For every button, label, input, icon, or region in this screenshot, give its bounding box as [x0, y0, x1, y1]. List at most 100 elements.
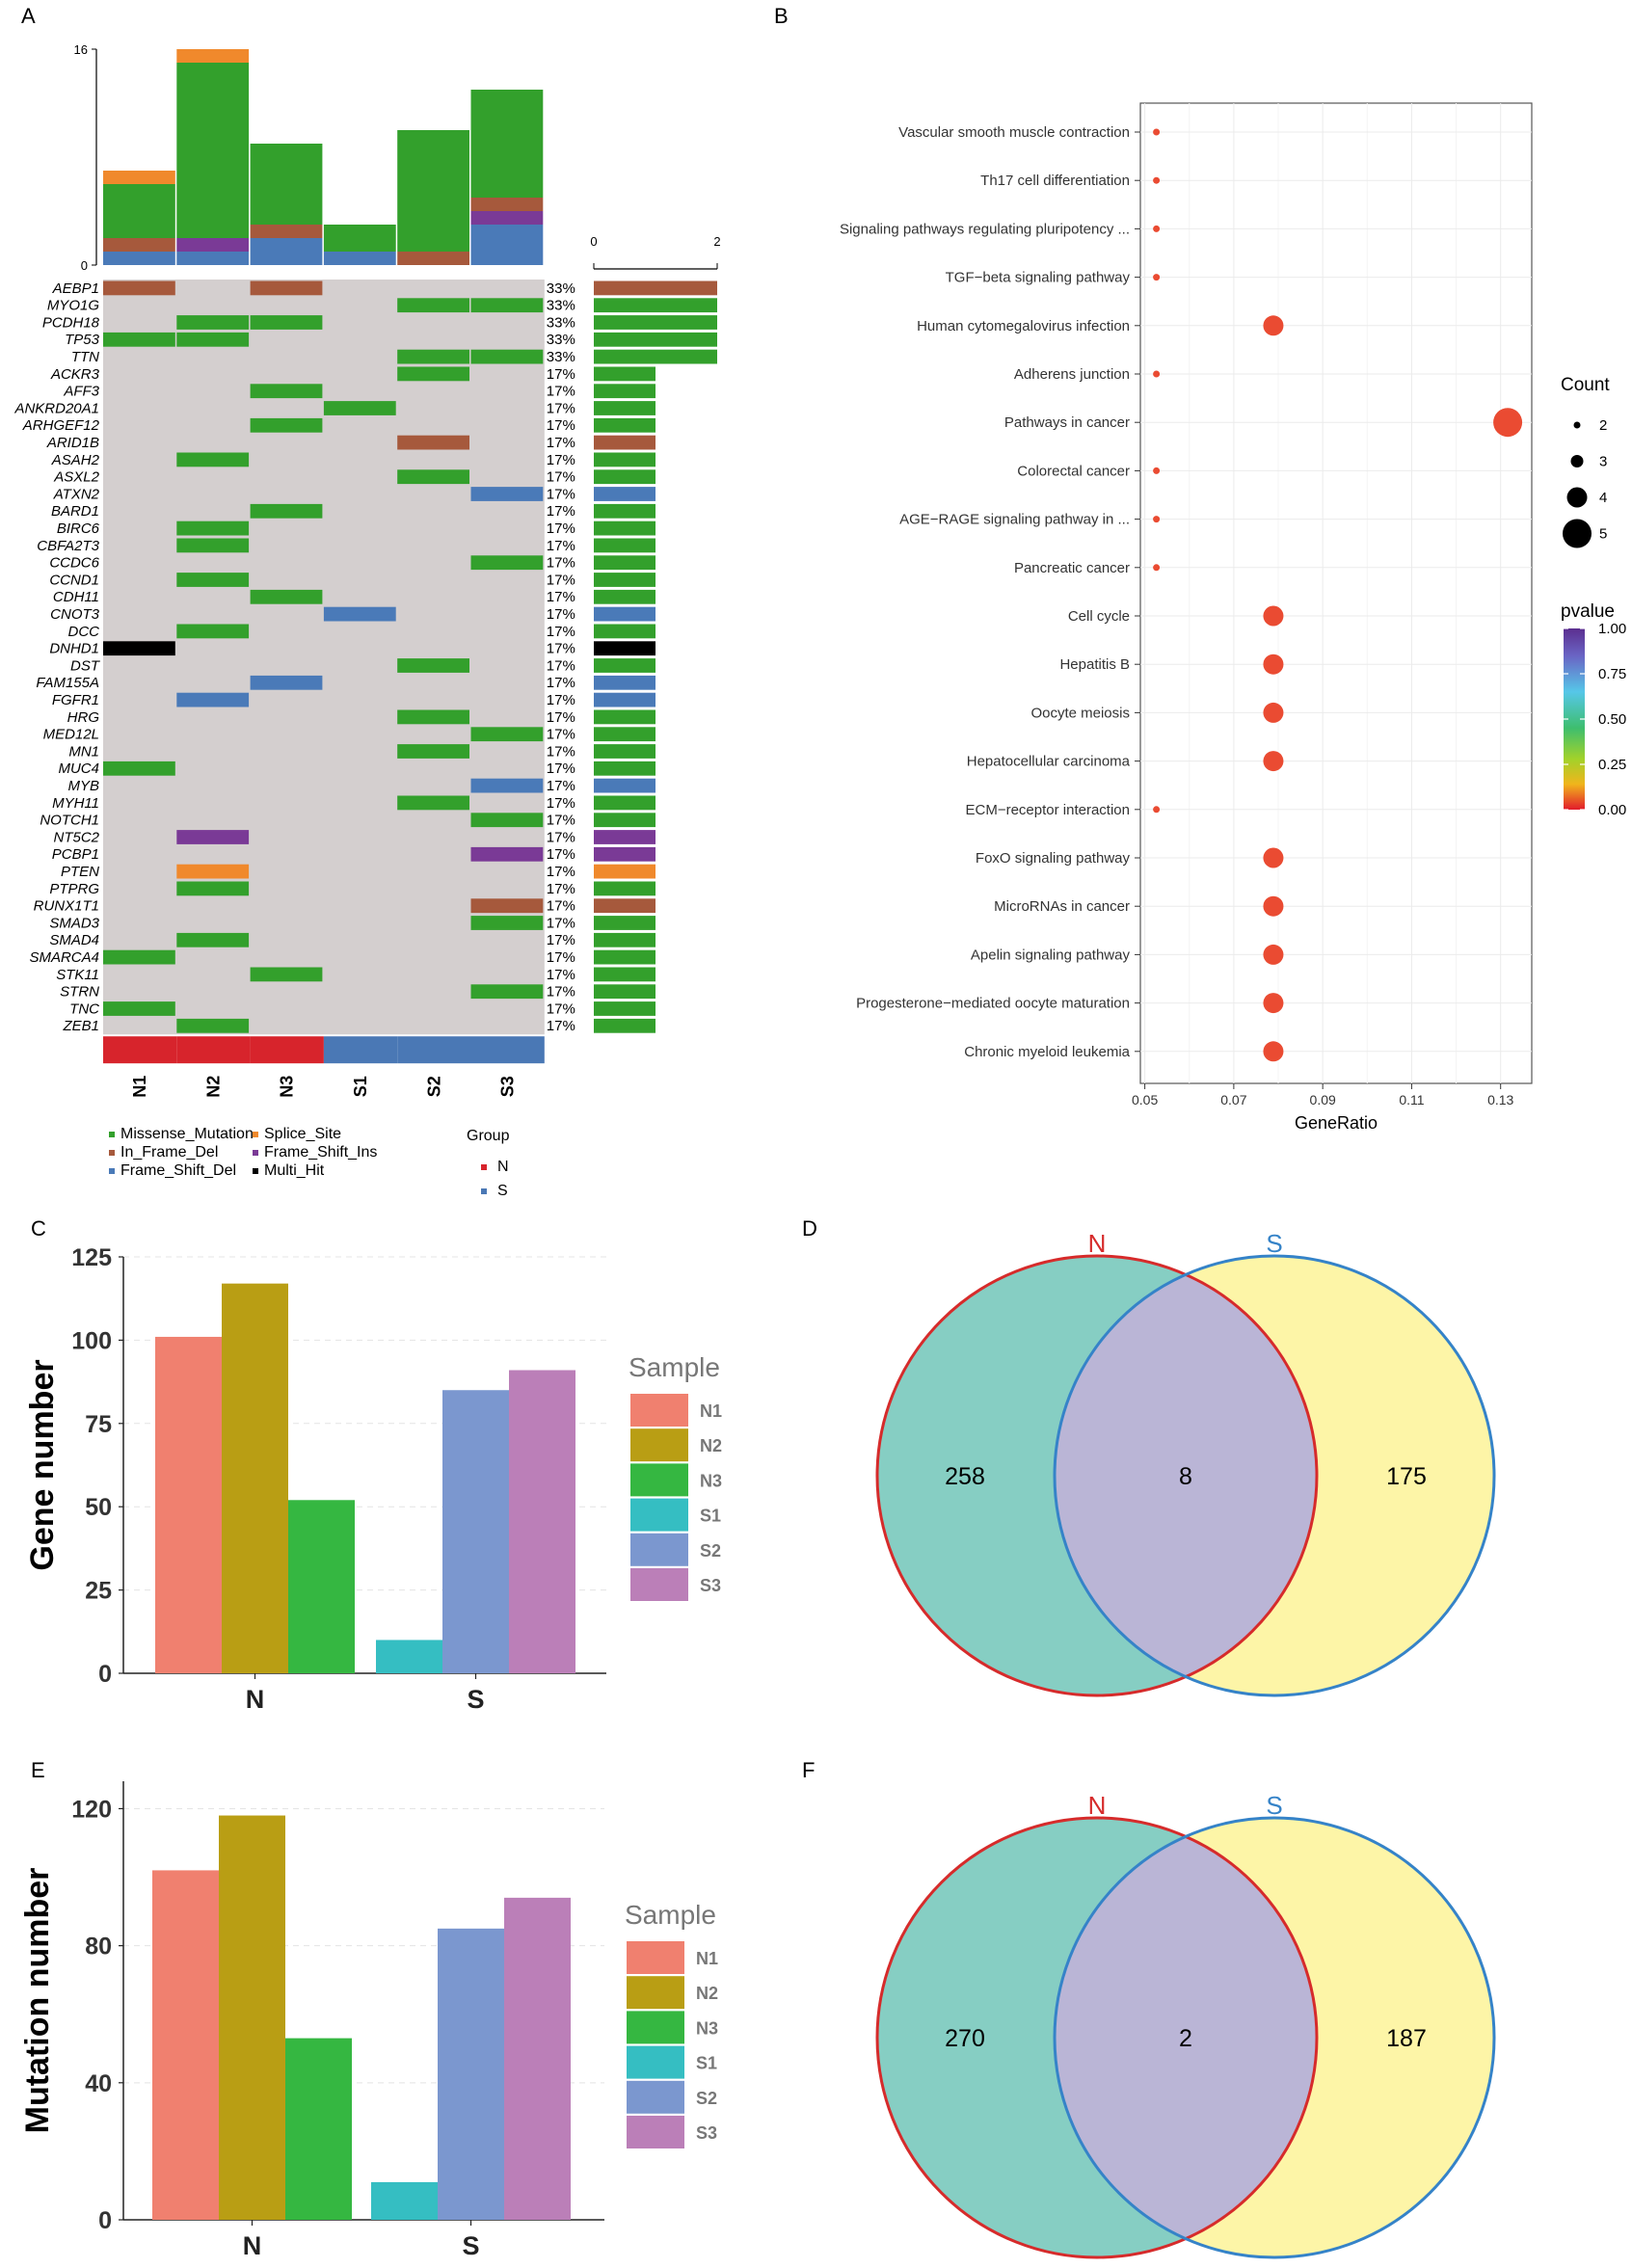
side-axis-label: 2: [713, 234, 720, 249]
legend-swatch-n3: [627, 2011, 684, 2044]
mutation-cell: [176, 315, 250, 330]
venn-circle-s-outline: [1053, 1816, 1496, 2259]
x-tick-label: 0.13: [1487, 1092, 1513, 1107]
legend-swatch-s1: [630, 1498, 688, 1532]
tmb-axis-label: 16: [74, 42, 88, 57]
gene-percent-label: 17%: [547, 813, 575, 829]
enrichment-point: [1153, 564, 1161, 572]
gene-frequency-bar: [594, 538, 655, 553]
legend-label: S2: [696, 2089, 717, 2108]
gene-percent-label: 17%: [547, 538, 575, 554]
venn-count-overlap: 8: [1179, 1463, 1192, 1490]
gene-label: FAM155A: [36, 675, 99, 691]
tmb-bar-segment: [470, 198, 544, 211]
sample-label: N1: [130, 1076, 149, 1098]
group-annotation-cell: [323, 1036, 398, 1064]
gene-percent-label: 17%: [547, 486, 575, 502]
panel-label-e: E: [31, 1758, 45, 1782]
gene-percent-label: 17%: [547, 949, 575, 966]
term-label: Oocyte meiosis: [1030, 705, 1130, 721]
term-label: Human cytomegalovirus infection: [917, 318, 1130, 334]
bar-s2: [442, 1390, 509, 1673]
gene-label: ATXN2: [53, 486, 100, 502]
tmb-axis-label: 0: [81, 258, 88, 273]
bar-s3: [509, 1370, 575, 1673]
gene-label: PTEN: [61, 864, 99, 880]
gene-label: SMAD3: [49, 915, 99, 931]
gene-percent-label: 17%: [547, 503, 575, 520]
mutation-cell: [470, 349, 544, 364]
term-label: TGF−beta signaling pathway: [946, 270, 1131, 286]
y-tick-label: 120: [71, 1796, 112, 1823]
colorbar-label: 1.00: [1598, 621, 1626, 637]
gene-percent-label: 17%: [547, 898, 575, 915]
gene-percent-label: 17%: [547, 520, 575, 537]
gene-frequency-bar: [594, 503, 655, 519]
bar-n1: [152, 1870, 219, 2220]
legend-swatch-s2: [627, 2080, 684, 2114]
legend-swatch-s3: [627, 2116, 684, 2148]
legend-label: N1: [696, 1949, 718, 1968]
term-label: Vascular smooth muscle contraction: [898, 124, 1130, 141]
mutation-cell: [397, 435, 469, 450]
mutation-cell: [103, 332, 175, 347]
gene-label: DST: [70, 657, 101, 674]
gene-frequency-bar: [594, 573, 655, 587]
legend-swatch-s1: [627, 2045, 684, 2079]
enrichment-point: [1263, 702, 1284, 723]
term-label: Pancreatic cancer: [1014, 560, 1130, 576]
gene-percent-label: 17%: [547, 743, 575, 760]
bar-s2: [438, 1928, 504, 2220]
tmb-bar-segment: [176, 238, 250, 252]
venn-circle-n-outline: [875, 1816, 1319, 2259]
colorbar-label: 0.50: [1598, 711, 1626, 728]
gene-label: DCC: [68, 624, 100, 640]
enrichment-point: [1153, 225, 1161, 232]
mutation-cell: [250, 280, 323, 296]
y-tick-label: 75: [85, 1411, 112, 1438]
legend-swatch: [481, 1164, 487, 1170]
legend-title: Sample: [629, 1352, 720, 1382]
plot-frame: [1139, 102, 1533, 1084]
gene-percent-label: 17%: [547, 657, 575, 674]
gene-frequency-bar: [594, 830, 655, 844]
enrichment-point: [1263, 315, 1284, 336]
legend-label: S: [497, 1183, 508, 1199]
mutation-cell: [323, 606, 396, 622]
gene-label: AEBP1: [52, 280, 99, 297]
gene-percent-label: 33%: [547, 314, 575, 331]
sample-label: S1: [351, 1076, 370, 1097]
panel-label-b: B: [774, 4, 789, 28]
legend-label: Multi_Hit: [264, 1162, 325, 1179]
size-legend-title: Count: [1561, 375, 1610, 395]
size-legend-label: 2: [1599, 417, 1607, 434]
gene-percent-label: 17%: [547, 366, 575, 383]
gene-percent-label: 17%: [547, 606, 575, 623]
enrichment-point: [1153, 516, 1161, 523]
enrichment-point: [1263, 944, 1284, 965]
gene-label: TTN: [71, 349, 99, 365]
gene-percent-label: 17%: [547, 846, 575, 863]
gene-label: BIRC6: [57, 520, 100, 537]
group-annotation-cell: [103, 1036, 177, 1064]
mutation-cell: [470, 846, 544, 862]
gene-label: STRN: [60, 984, 99, 1001]
y-tick-label: 0: [98, 2207, 112, 2234]
size-legend-dot: [1573, 421, 1581, 429]
gene-label: MUC4: [58, 760, 99, 777]
enrichment-point: [1263, 751, 1284, 772]
panel-label-f: F: [802, 1758, 815, 1782]
panel-f-venn-diagram: F N S 270 2 187: [802, 1758, 1496, 2259]
mutation-cell: [176, 830, 250, 844]
term-label: Cell cycle: [1068, 608, 1130, 625]
gene-percent-label: 17%: [547, 555, 575, 572]
x-tick-label: 0.11: [1399, 1092, 1424, 1107]
mutation-cell: [397, 366, 469, 382]
tmb-bar-segment: [103, 171, 175, 184]
bar-s1: [376, 1640, 442, 1673]
tmb-bar-segment: [250, 238, 323, 265]
gene-percent-label: 17%: [547, 469, 575, 486]
y-tick-label: 125: [71, 1244, 112, 1271]
enrichment-point: [1263, 654, 1284, 675]
enrichment-point: [1263, 847, 1284, 868]
